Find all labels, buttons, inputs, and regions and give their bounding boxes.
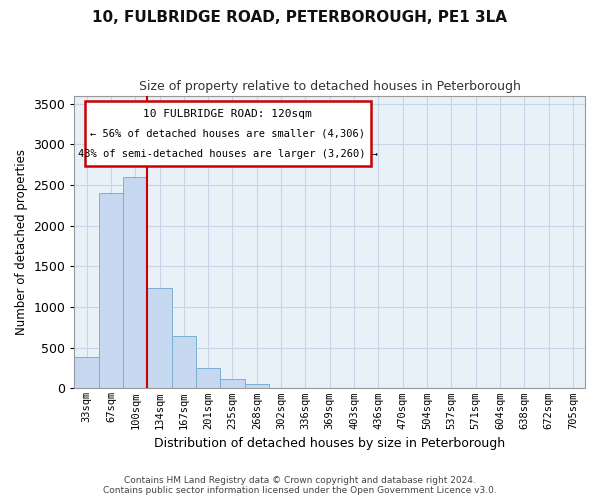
Bar <box>123 177 148 388</box>
Text: 10, FULBRIDGE ROAD, PETERBOROUGH, PE1 3LA: 10, FULBRIDGE ROAD, PETERBOROUGH, PE1 3L… <box>92 10 508 25</box>
Y-axis label: Number of detached properties: Number of detached properties <box>15 149 28 335</box>
Text: ← 56% of detached houses are smaller (4,306): ← 56% of detached houses are smaller (4,… <box>90 128 365 138</box>
Bar <box>74 358 99 388</box>
Bar <box>196 368 220 388</box>
FancyBboxPatch shape <box>85 102 371 166</box>
Text: Contains HM Land Registry data © Crown copyright and database right 2024.
Contai: Contains HM Land Registry data © Crown c… <box>103 476 497 495</box>
Text: 43% of semi-detached houses are larger (3,260) →: 43% of semi-detached houses are larger (… <box>77 149 377 159</box>
Text: 10 FULBRIDGE ROAD: 120sqm: 10 FULBRIDGE ROAD: 120sqm <box>143 110 312 120</box>
Title: Size of property relative to detached houses in Peterborough: Size of property relative to detached ho… <box>139 80 521 93</box>
Bar <box>220 380 245 388</box>
Bar <box>245 384 269 388</box>
Bar <box>148 288 172 388</box>
Bar <box>172 336 196 388</box>
Bar <box>99 193 123 388</box>
X-axis label: Distribution of detached houses by size in Peterborough: Distribution of detached houses by size … <box>154 437 505 450</box>
